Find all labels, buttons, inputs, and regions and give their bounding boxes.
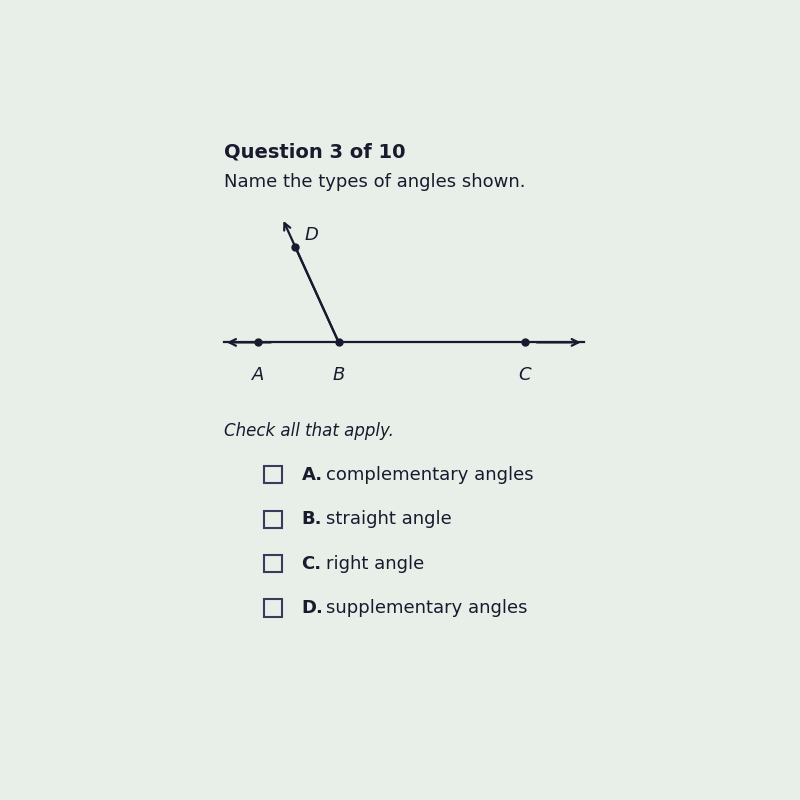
Text: Check all that apply.: Check all that apply. (224, 422, 394, 441)
Text: B: B (333, 366, 345, 384)
Text: D: D (305, 226, 318, 244)
Text: C.: C. (302, 554, 322, 573)
Text: supplementary angles: supplementary angles (326, 599, 528, 617)
Text: B.: B. (302, 510, 322, 528)
Bar (264, 599, 282, 617)
Text: D.: D. (302, 599, 323, 617)
Bar (264, 510, 282, 528)
Text: Question 3 of 10: Question 3 of 10 (224, 142, 406, 161)
Text: right angle: right angle (326, 554, 425, 573)
Bar (264, 555, 282, 572)
Bar (264, 466, 282, 483)
Text: straight angle: straight angle (326, 510, 452, 528)
Text: Name the types of angles shown.: Name the types of angles shown. (224, 173, 526, 191)
Text: complementary angles: complementary angles (326, 466, 534, 484)
Text: C: C (518, 366, 531, 384)
Text: A.: A. (302, 466, 322, 484)
Text: A: A (252, 366, 264, 384)
